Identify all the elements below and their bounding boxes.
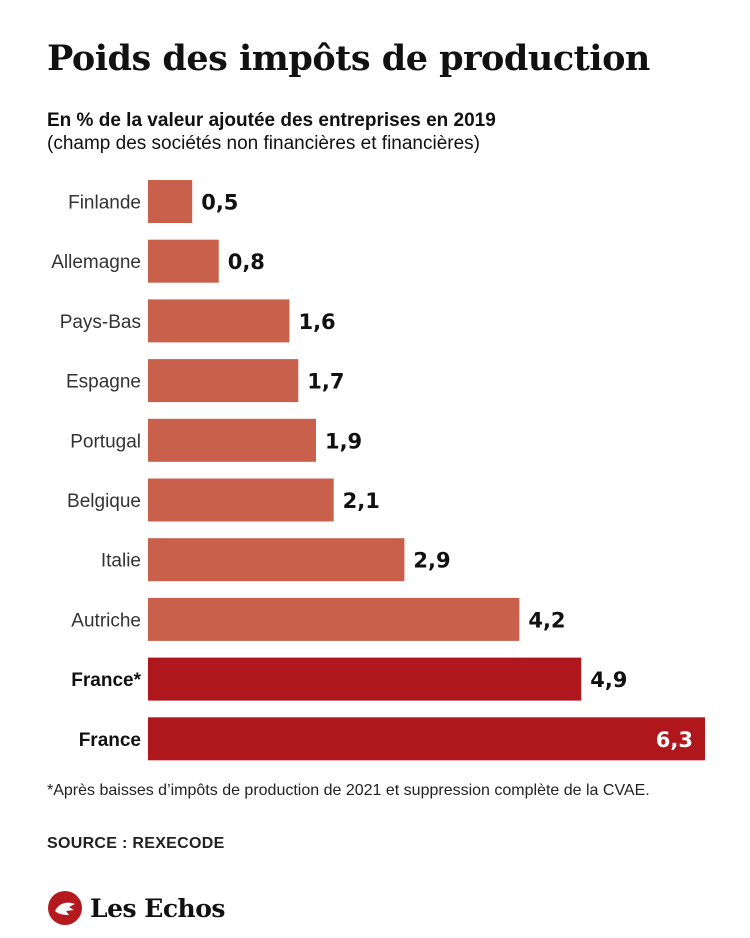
bar-italie [148,538,405,582]
bar-belgique [148,478,334,522]
value-label: 6,3 [656,728,693,752]
category-label: Autriche [71,610,141,631]
category-label: Portugal [70,431,141,452]
value-label: 1,6 [298,310,335,334]
category-label: France* [71,670,141,691]
category-label: Pays-Bas [60,312,141,333]
bar-allemagne [148,239,219,283]
value-label: 0,5 [201,191,238,215]
bar-portugal [148,418,316,462]
category-label: Espagne [66,372,141,393]
value-label: 4,2 [528,608,565,632]
bar-france [148,657,582,701]
bar-pays-bas [148,299,290,343]
category-label: France [79,730,141,751]
category-label: Italie [101,551,141,572]
brand-name: Les Echos [90,893,225,923]
chart-subtitle: En % de la valeur ajoutée des entreprise… [47,110,496,131]
value-label: 4,9 [590,668,627,692]
bar-finlande [148,180,193,223]
chart-title: Poids des impôts de production [47,38,650,79]
value-label: 1,9 [325,429,362,453]
chart-subtitle-scope: (champ des sociétés non financières et f… [47,133,481,154]
value-label: 2,9 [413,549,450,573]
value-label: 2,1 [343,489,380,513]
les-echos-logo-icon [48,891,82,925]
category-label: Finlande [68,193,141,214]
bar-autriche [148,597,520,641]
bar-espagne [148,359,299,403]
source-label: SOURCE : REXECODE [47,835,225,852]
value-label: 0,8 [228,250,265,274]
value-label: 1,7 [307,370,344,394]
bar-france [148,717,705,761]
footnote: *Après baisses d’impôts de production de… [47,782,650,799]
bar-chart: Finlande 0,5 Allemagne 0,8 Pays-Bas 1,6 Espagn… [51,180,705,761]
category-label: Belgique [67,491,141,512]
category-label: Allemagne [51,252,141,273]
brand-logo: Les Echos [48,890,225,926]
